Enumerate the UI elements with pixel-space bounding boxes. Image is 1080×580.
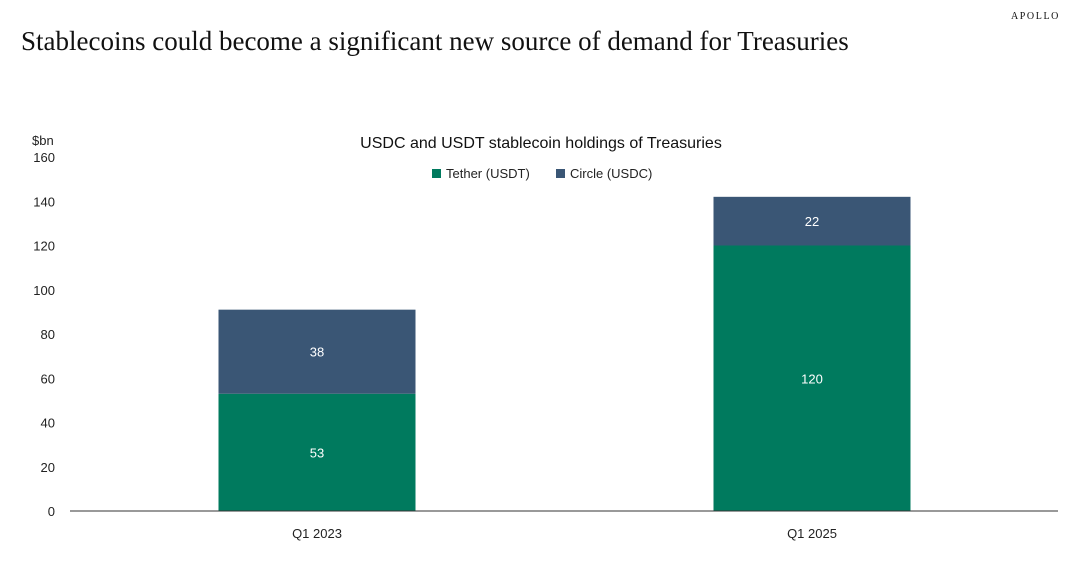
y-tick-label: 60	[41, 371, 55, 386]
chart-legend: Tether (USDT) Circle (USDC)	[432, 166, 652, 181]
data-label: 53	[310, 445, 324, 460]
bars: 53 38 120 22	[218, 196, 911, 511]
y-axis-ticks: 0 20 40 60 80 100 120 140 160	[33, 150, 55, 519]
data-label: 22	[805, 214, 819, 229]
y-tick-label: 80	[41, 327, 55, 342]
y-tick-label: 20	[41, 460, 55, 475]
y-tick-label: 140	[33, 194, 55, 209]
bar-segment	[218, 309, 416, 394]
x-axis-labels: Q1 2023 Q1 2025	[292, 526, 837, 541]
y-axis-unit-label: $bn	[32, 133, 54, 148]
data-label: 120	[801, 371, 823, 386]
y-tick-label: 0	[48, 504, 55, 519]
legend-label: Tether (USDT)	[446, 166, 530, 181]
legend-swatch	[432, 169, 441, 178]
bar-segment	[713, 196, 911, 246]
y-tick-label: 100	[33, 283, 55, 298]
chart-title: USDC and USDT stablecoin holdings of Tre…	[360, 135, 722, 152]
bar-segment	[713, 245, 911, 511]
y-tick-label: 120	[33, 239, 55, 254]
y-tick-label: 160	[33, 150, 55, 165]
legend-swatch	[556, 169, 565, 178]
bar-segment	[218, 393, 416, 511]
data-label: 38	[310, 345, 324, 360]
page-headline: Stablecoins could become a significant n…	[21, 26, 849, 56]
brand-logo: APOLLO	[1010, 11, 1060, 22]
x-category-label: Q1 2023	[292, 526, 342, 541]
x-category-label: Q1 2025	[787, 526, 837, 541]
legend-label: Circle (USDC)	[570, 166, 652, 181]
y-tick-label: 40	[41, 416, 55, 431]
